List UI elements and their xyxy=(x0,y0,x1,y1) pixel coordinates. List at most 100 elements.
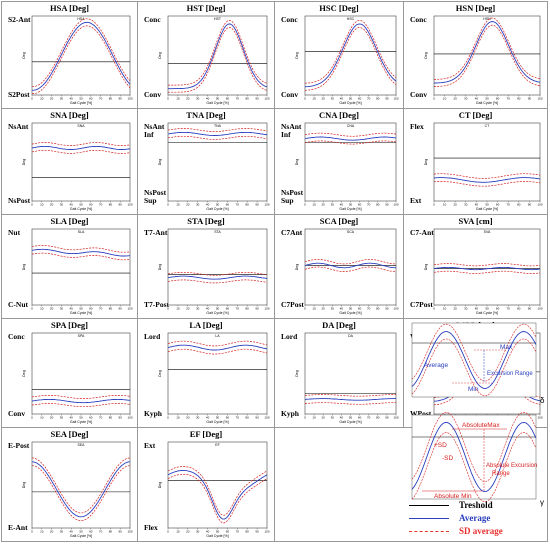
label-absolute-excursion: Absolute Excursion xyxy=(486,463,537,469)
panel-sna: SNA [Deg] NsAnt NsPost SNA Gait Cycle [%] Deg… xyxy=(2,109,138,215)
average-line xyxy=(31,398,131,404)
x-tick-label: 100 xyxy=(393,416,398,420)
y-axis-label: Deg xyxy=(158,264,162,270)
x-tick-label: 10 xyxy=(312,416,316,420)
label-max: Max xyxy=(500,344,513,351)
panel-plot: SLA Gait Cycle [%] Deg 0 10 20 30 40 50 60 70 80 90 1… xyxy=(22,228,133,315)
x-tick-label: 60 xyxy=(496,307,500,311)
x-tick-label: 30 xyxy=(196,203,200,207)
x-tick-label: 60 xyxy=(89,97,93,101)
x-tick-label: 60 xyxy=(226,307,230,311)
panel-plot: SCA Gait Cycle [%] Deg 0 10 20 30 40 50 60 70 80 90 1… xyxy=(295,228,399,315)
x-tick-label: 100 xyxy=(537,97,542,101)
x-tick-label: 80 xyxy=(376,97,380,101)
sd-upper-line xyxy=(31,395,131,399)
x-tick-label: 70 xyxy=(99,203,103,207)
x-tick-label: 60 xyxy=(89,530,93,534)
panel-sta: STA [Deg] T7-Ant T7-Post STA Gait Cycle [%] D… xyxy=(138,215,275,319)
inner-title: SEA xyxy=(77,443,85,447)
sd-upper-line xyxy=(31,142,131,146)
label-absolute-min: Absolute Min xyxy=(434,493,472,500)
x-tick-label: 10 xyxy=(176,97,180,101)
inner-title: HSC xyxy=(347,17,355,21)
y-bottom-label: Kyph xyxy=(144,409,162,418)
x-tick-label: 70 xyxy=(507,203,511,207)
x-tick-label: 100 xyxy=(264,307,269,311)
panel-ct: CT [Deg] Flex Ext CT Gait Cycle [%] Deg 0 10 20 3… xyxy=(404,109,548,215)
panel-plot: LA Gait Cycle [%] Deg 0 10 20 30 40 50 60 70 80 90 10… xyxy=(158,332,270,424)
x-tick-label: 90 xyxy=(255,416,259,420)
plot-area xyxy=(304,332,397,415)
x-tick-label: 80 xyxy=(517,203,521,207)
sd-upper-line xyxy=(167,128,268,132)
y-axis-label: Deg xyxy=(22,52,26,58)
x-tick-label: 30 xyxy=(196,97,200,101)
y-axis-label: Deg xyxy=(22,482,26,488)
panel-ef: EF [Deg] Ext Flex EF Gait Cycle [%] Deg 0 10 20 3… xyxy=(138,428,275,542)
panel-spa: SPA [Deg] Conc Conv SPA Gait Cycle [%] Deg 0 10… xyxy=(2,319,138,428)
x-axis-label: Gait Cycle [%] xyxy=(206,420,228,424)
x-tick-label: 50 xyxy=(349,416,353,420)
x-tick-label: 60 xyxy=(226,416,230,420)
x-tick-label: 80 xyxy=(376,416,380,420)
x-tick-label: 60 xyxy=(89,416,93,420)
inner-title: SNA xyxy=(77,124,85,128)
x-tick-label: 80 xyxy=(109,307,113,311)
sd-upper-line xyxy=(31,245,131,253)
x-tick-label: 10 xyxy=(443,203,447,207)
x-tick-label: 0 xyxy=(304,416,306,420)
x-tick-label: 70 xyxy=(99,307,103,311)
panel-da: DA [Deg] Lord Kyph DA Gait Cycle [%] Deg 0 10 20… xyxy=(275,319,404,428)
panel-plot: SEA Gait Cycle [%] Deg 0 10 20 30 40 50 60 70 80 90 1… xyxy=(22,441,133,538)
x-tick-label: 20 xyxy=(186,307,190,311)
x-tick-label: 70 xyxy=(99,416,103,420)
inner-title: HST xyxy=(214,17,222,21)
y-bottom-label: NsPost xyxy=(8,196,31,205)
x-tick-label: 10 xyxy=(312,97,316,101)
x-tick-label: 80 xyxy=(109,416,113,420)
x-tick-label: 0 xyxy=(433,203,435,207)
x-tick-label: 20 xyxy=(50,97,54,101)
x-tick-label: 90 xyxy=(255,530,259,534)
panel-title: LA [Deg] xyxy=(189,320,223,330)
label-absolute-excursion-2: Range xyxy=(492,471,510,477)
y-top-label: T7-Ant xyxy=(144,228,168,237)
sd-lower-line xyxy=(304,140,397,145)
x-tick-label: 0 xyxy=(167,530,169,534)
x-tick-label: 60 xyxy=(358,416,362,420)
y-bottom-label: Conv xyxy=(8,409,26,418)
x-tick-label: 40 xyxy=(340,416,344,420)
y-top-label: C7-Ant xyxy=(410,228,434,237)
x-tick-label: 60 xyxy=(358,307,362,311)
x-tick-label: 0 xyxy=(31,97,33,101)
panel-title: TNA [Deg] xyxy=(186,110,226,120)
x-axis-label: Gait Cycle [%] xyxy=(339,101,361,105)
sd-upper-line xyxy=(304,259,397,265)
x-tick-label: 30 xyxy=(60,203,64,207)
sd-lower-line xyxy=(304,402,396,405)
sd-upper-line xyxy=(167,340,268,347)
x-tick-label: 80 xyxy=(246,416,250,420)
x-tick-label: 30 xyxy=(60,416,64,420)
x-tick-label: 100 xyxy=(393,97,398,101)
x-tick-label: 100 xyxy=(537,203,542,207)
sd-lower-line xyxy=(31,149,131,154)
y-bottom-label: T7-Post xyxy=(144,300,169,309)
plot-area xyxy=(31,332,131,415)
x-tick-label: 100 xyxy=(127,203,132,207)
x-tick-label: 40 xyxy=(70,97,74,101)
x-axis-label: Gait Cycle [%] xyxy=(206,311,228,315)
x-tick-label: 80 xyxy=(246,530,250,534)
plot-area xyxy=(304,15,397,96)
inner-title: CNA xyxy=(347,124,355,128)
average-line xyxy=(304,23,397,88)
label-absolute-max: AbsoluteMax xyxy=(462,422,500,429)
x-tick-label: 80 xyxy=(246,307,250,311)
y-top-label: Conc xyxy=(410,15,427,24)
y-top-label: S2-Ant xyxy=(8,15,31,24)
x-tick-label: 40 xyxy=(206,97,210,101)
x-tick-label: 20 xyxy=(186,530,190,534)
y-bottom-label: Conv xyxy=(281,90,299,99)
sd-lower-line xyxy=(411,338,537,397)
x-tick-label: 0 xyxy=(167,203,169,207)
